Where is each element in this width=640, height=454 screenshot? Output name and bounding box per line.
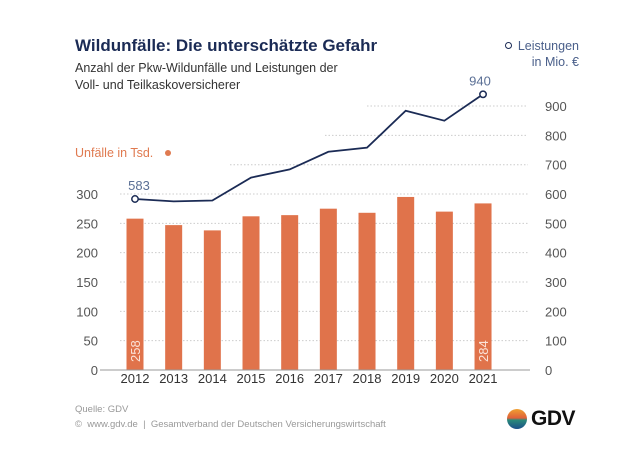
left-axis-tick: 0 xyxy=(91,363,98,378)
left-axis-tick: 250 xyxy=(76,216,98,231)
x-axis-tick: 2017 xyxy=(314,371,343,386)
x-axis-tick: 2013 xyxy=(159,371,188,386)
left-axis-tick: 150 xyxy=(76,275,98,290)
x-axis-tick: 2015 xyxy=(237,371,266,386)
legend-line: Leistungen in Mio. € xyxy=(497,38,579,70)
line-point-2021 xyxy=(479,90,487,99)
bar-2012 xyxy=(126,218,144,370)
legend-dot-icon xyxy=(164,150,171,156)
left-axis-tick: 100 xyxy=(76,304,98,319)
gdv-logo-icon xyxy=(507,409,527,429)
x-axis-tick: 2021 xyxy=(469,371,498,386)
right-axis-tick: 200 xyxy=(545,304,567,319)
bar-2015 xyxy=(242,216,260,370)
left-axis-tick: 300 xyxy=(76,187,98,202)
right-axis-tick: 900 xyxy=(545,99,567,114)
right-axis-tick: 500 xyxy=(545,216,567,231)
bar-2014 xyxy=(203,230,221,370)
line-point-2012 xyxy=(131,195,139,203)
right-axis-tick: 100 xyxy=(545,334,567,349)
right-axis-tick: 800 xyxy=(545,128,567,143)
bar-2020 xyxy=(435,211,453,370)
bar-2018 xyxy=(358,212,376,370)
bar-2019 xyxy=(397,196,415,370)
gdv-logo-text: GDV xyxy=(531,407,576,430)
gdv-logo: GDV xyxy=(507,407,576,431)
left-axis-tick: 50 xyxy=(84,334,98,349)
legend-bar: Unfälle in Tsd. xyxy=(75,146,171,160)
chart-title: Wildunfälle: Die unterschätzte Gefahr xyxy=(75,36,378,55)
bar-2016 xyxy=(281,215,299,370)
bar-data-label: 258 xyxy=(128,340,143,362)
left-axis-tick: 200 xyxy=(76,246,98,261)
line-series xyxy=(134,93,484,203)
right-axis-tick: 300 xyxy=(545,275,567,290)
bar-2013 xyxy=(165,225,183,370)
legend-line-label1: Leistungen xyxy=(517,39,579,53)
x-axis-tick: 2019 xyxy=(391,371,420,386)
x-axis-tick: 2018 xyxy=(353,371,382,386)
x-axis-tick: 2012 xyxy=(121,371,150,386)
x-axis-tick: 2020 xyxy=(430,371,459,386)
chart-subtitle-line1: Anzahl der Pkw-Wildunfälle und Leistunge… xyxy=(75,61,338,75)
legend-line-label2: in Mio. € xyxy=(531,55,579,69)
right-axis-tick: 700 xyxy=(545,158,567,173)
bar-data-label: 284 xyxy=(476,340,491,362)
line-data-label: 583 xyxy=(128,178,150,193)
right-axis-tick: 600 xyxy=(545,187,567,202)
bar-2021 xyxy=(474,203,492,370)
source-note: Quelle: GDV xyxy=(75,404,129,415)
legend-bar-label: Unfälle in Tsd. xyxy=(75,146,154,160)
x-axis-tick: 2016 xyxy=(275,371,304,386)
legend-marker-icon xyxy=(504,42,512,49)
x-axis-tick: 2014 xyxy=(198,371,227,386)
bar-2017 xyxy=(319,208,337,370)
right-axis-tick: 400 xyxy=(545,246,567,261)
chart-subtitle-line2: Voll- und Teilkaskoversicherer xyxy=(75,78,241,92)
right-axis-tick: 0 xyxy=(545,363,552,378)
copyright-note: © www.gdv.de | Gesamtverband der Deutsch… xyxy=(75,419,386,430)
line-data-label: 940 xyxy=(469,73,491,88)
